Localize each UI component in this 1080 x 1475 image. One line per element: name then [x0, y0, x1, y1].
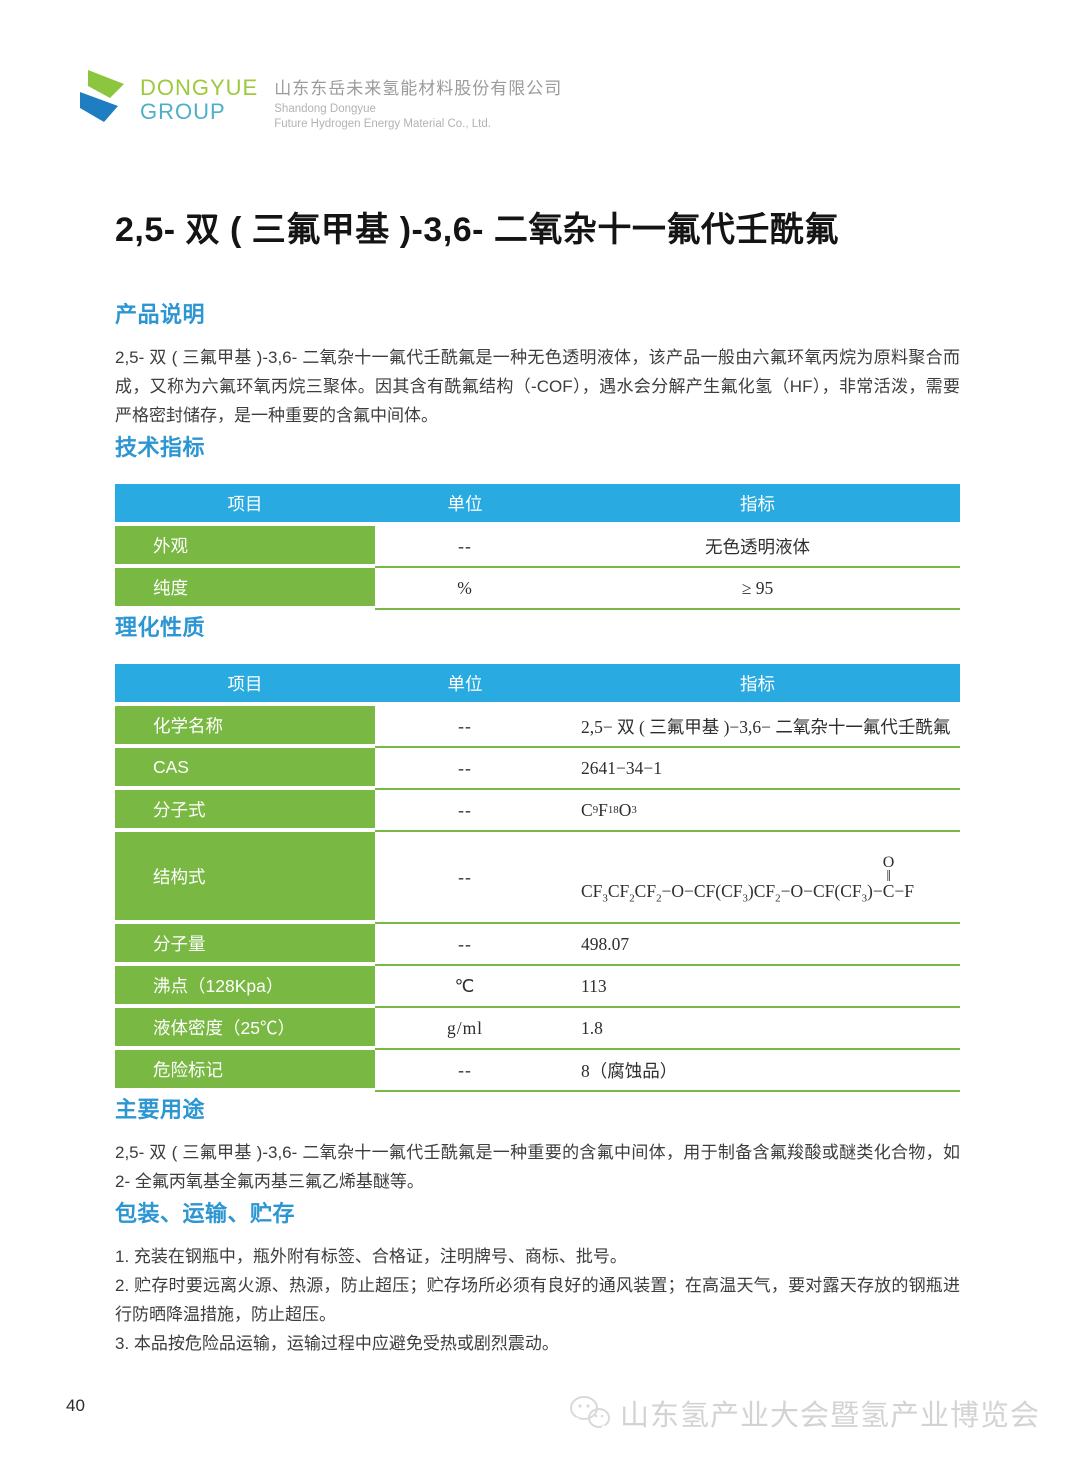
- table-row: CAS -- 2641−34−1: [115, 748, 960, 790]
- row-value-cell: 1.8: [555, 1008, 960, 1050]
- table-header-cell: 项目: [227, 493, 263, 514]
- table-row: 外观 -- 无色透明液体: [115, 526, 960, 568]
- row-item-cell: 结构式: [115, 832, 375, 924]
- table-header-cell: 单位: [447, 493, 483, 514]
- footer-watermark: 山东氢产业大会暨氢产业博览会: [568, 1392, 1040, 1434]
- tech-spec-table: 项目 单位 指标 外观 -- 无色透明液体 纯度% ≥ 95: [115, 484, 960, 610]
- section-heading-phys-chem: 理化性质: [115, 615, 206, 640]
- table-header-cell: 指标: [740, 493, 775, 514]
- table-header-row: 项目 单位 指标: [115, 664, 960, 706]
- row-unit-cell: --: [375, 790, 555, 832]
- table-header-cell: 单位: [447, 673, 483, 694]
- row-item-cell: CAS: [115, 748, 375, 790]
- company-name-en-line2: Future Hydrogen Energy Material Co., Ltd…: [274, 118, 491, 130]
- section-heading-tech-spec: 技术指标: [115, 435, 206, 460]
- row-item-cell: 危险标记: [115, 1050, 375, 1092]
- watermark-text: 山东氢产业大会暨氢产业博览会: [619, 1400, 1040, 1432]
- table-row: 分子式 -- C 9 F 18 O 3: [115, 790, 960, 832]
- section-heading-packing: 包装、运输、贮存: [115, 1201, 296, 1226]
- packing-item: 2. 贮存时要远离火源、热源，防止超压；贮存场所必须有良好的通风装置；在高温天气…: [115, 1276, 960, 1324]
- row-unit-cell: --: [375, 924, 555, 966]
- page-number: 40: [66, 1396, 85, 1415]
- row-value-cell: 498.07: [555, 924, 960, 966]
- row-value-cell: CF3CF2CF2−O−CF(CF3)CF2−O−CF(CF3)−C O ‖ −F: [555, 832, 960, 924]
- section-heading-product-desc: 产品说明: [115, 302, 206, 327]
- row-item-cell: 外观: [115, 526, 375, 568]
- company-name-cn: 山东东岳未来氢能材料股份有限公司: [274, 79, 563, 98]
- structural-formula: CF3CF2CF2−O−CF(CF3)CF2−O−CF(CF3)−C O ‖ −F: [581, 853, 915, 904]
- packing-item: 3. 本品按危险品运输，运输过程中应避免受热或剧烈震动。: [115, 1334, 559, 1353]
- row-unit-cell: g/ml: [375, 1008, 555, 1050]
- row-value-cell: C 9 F 18 O 3: [555, 790, 960, 832]
- row-value-cell: 无色透明液体: [555, 526, 960, 568]
- row-unit-cell: --: [375, 748, 555, 790]
- table-row: 结构式 -- CF3CF2CF2−O−CF(CF3)CF2−O−CF(CF3)−C O…: [115, 832, 960, 924]
- table-row: 纯度% ≥ 95: [115, 568, 960, 610]
- table-header-cell: 指标: [740, 673, 775, 694]
- table-header-row: 项目 单位 指标: [115, 484, 960, 526]
- row-item-cell: 纯度: [115, 568, 375, 610]
- main-use-paragraph: 2,5- 双 ( 三氟甲基 )-3,6- 二氧杂十一氟代壬酰氟是一种重要的含氟中…: [115, 1143, 960, 1191]
- phys-chem-table: 项目 单位 指标 化学名称 -- 2,5− 双 ( 三氟甲基 )−3,6− 二氧杂十一氟代…: [115, 664, 960, 1092]
- product-desc-paragraph: 2,5- 双 ( 三氟甲基 )-3,6- 二氧杂十一氟代壬酰氟是一种无色透明液体…: [115, 348, 960, 425]
- content-column: 2,5- 双 ( 三氟甲基 )-3,6- 二氧杂十一氟代壬酰氟 产品说明 2,5…: [115, 202, 960, 1358]
- table-row: 危险标记 -- 8（腐蚀品）: [115, 1050, 960, 1092]
- logo-wordmark: DONGYUE GROUP: [140, 76, 258, 124]
- dongyue-logo-icon: [80, 70, 124, 122]
- row-value-cell: 8（腐蚀品）: [555, 1050, 960, 1092]
- table-row: 分子量 -- 498.07: [115, 924, 960, 966]
- company-name-en: Shandong Dongyue Future Hydrogen Energy …: [274, 102, 562, 132]
- company-names: 山东东岳未来氢能材料股份有限公司 Shandong Dongyue Future…: [274, 74, 562, 132]
- row-unit-cell: %: [375, 568, 555, 610]
- row-unit-cell: --: [375, 526, 555, 568]
- table-row: 液体密度（25℃） g/ml 1.8: [115, 1008, 960, 1050]
- table-header-cell: 项目: [227, 673, 263, 694]
- row-value-cell: 113: [555, 966, 960, 1008]
- row-item-cell: 分子式: [115, 790, 375, 832]
- brand-header: DONGYUE GROUP 山东东岳未来氢能材料股份有限公司 Shandong …: [76, 68, 562, 132]
- row-item-cell: 分子量: [115, 924, 375, 966]
- logo-word-group: GROUP: [140, 99, 226, 124]
- row-item-cell: 化学名称: [115, 706, 375, 748]
- row-item-cell: 沸点（128Kpa）: [115, 966, 375, 1008]
- row-unit-cell: ℃: [375, 966, 555, 1008]
- row-value-cell: ≥ 95: [555, 568, 960, 610]
- packing-item: 1. 充装在钢瓶中，瓶外附有标签、合格证，注明牌号、商标、批号。: [115, 1247, 627, 1266]
- table-row: 沸点（128Kpa） ℃ 113: [115, 966, 960, 1008]
- row-value-cell: 2,5− 双 ( 三氟甲基 )−3,6− 二氧杂十一氟代壬酰氟: [555, 706, 960, 748]
- row-value-cell: 2641−34−1: [555, 748, 960, 790]
- row-unit-cell: --: [375, 1050, 555, 1092]
- table-row: 化学名称 -- 2,5− 双 ( 三氟甲基 )−3,6− 二氧杂十一氟代壬酰氟: [115, 706, 960, 748]
- section-heading-main-use: 主要用途: [115, 1097, 206, 1122]
- wechat-icon: [569, 1396, 610, 1431]
- row-item-cell: 液体密度（25℃）: [115, 1008, 375, 1050]
- company-name-en-line1: Shandong Dongyue: [274, 103, 376, 115]
- row-unit-cell: --: [375, 706, 555, 748]
- row-unit-cell: --: [375, 832, 555, 924]
- page-title: 2,5- 双 ( 三氟甲基 )-3,6- 二氧杂十一氟代壬酰氟: [115, 211, 839, 249]
- logo-word-dongyue: DONGYUE: [140, 75, 259, 100]
